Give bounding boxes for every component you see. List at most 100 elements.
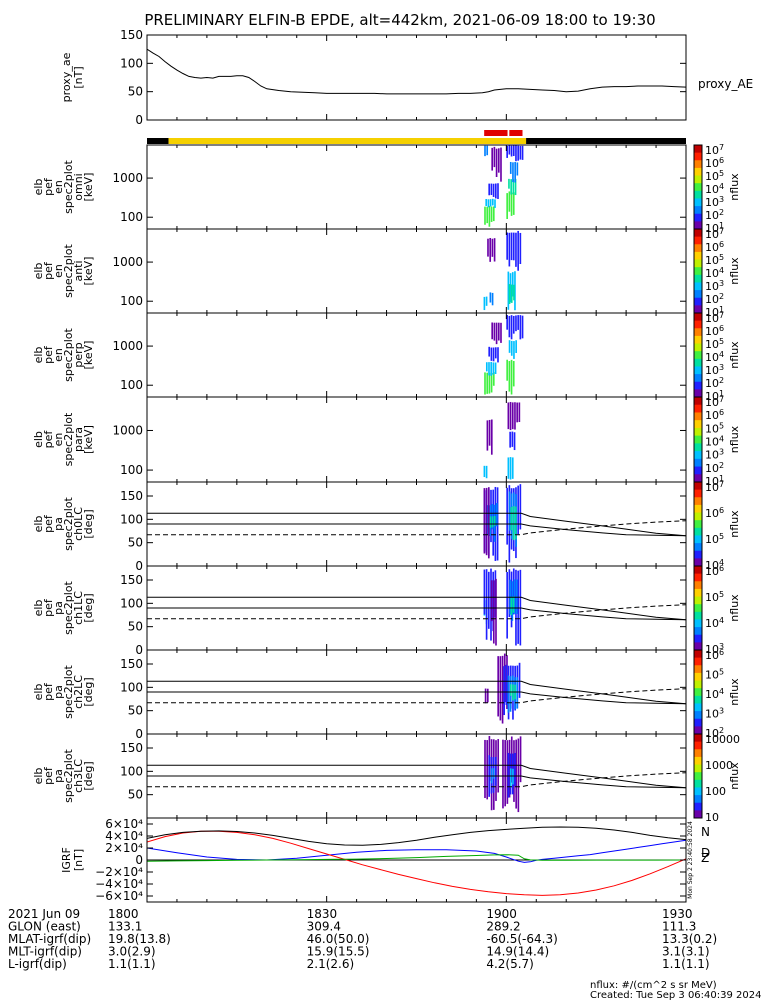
spectrogram-cell	[490, 347, 493, 361]
y-tick-label: 100	[120, 764, 143, 778]
tick-label: 106	[705, 648, 724, 662]
spectrogram-cell	[510, 179, 512, 195]
y-tick-label: 150	[120, 28, 143, 42]
tick-label: 106	[705, 506, 724, 520]
series-D	[147, 830, 686, 896]
spectrogram-cell	[489, 199, 492, 207]
spectrogram-cell	[507, 402, 510, 430]
spectrogram-cell	[514, 162, 516, 183]
colorbar-cell	[694, 581, 702, 590]
spectrogram-data	[483, 484, 522, 563]
y-tick-label: 1000	[112, 339, 143, 353]
y-label-line: [deg]	[82, 509, 95, 538]
colorbar-cell	[694, 504, 702, 514]
colorbar-cell	[694, 183, 702, 192]
spectrogram-cell	[500, 322, 502, 343]
spectrogram-cell	[509, 431, 511, 448]
loss-cone-line	[147, 680, 686, 705]
loss-cone-line	[147, 523, 686, 537]
loss-cone-line	[147, 604, 686, 620]
spectrogram-cell	[492, 362, 495, 375]
spectrogram-cell	[497, 148, 500, 173]
spectrogram-cell	[519, 736, 522, 783]
spectrogram-cell	[510, 232, 513, 261]
y-label-line: elb	[32, 768, 45, 785]
x-row-value: 133.1	[108, 920, 142, 934]
colorbar-cell	[694, 282, 702, 291]
spectrogram-cell	[488, 362, 490, 376]
y-tick-label: −2×10⁴	[95, 865, 143, 879]
tick-label: 103	[705, 279, 724, 293]
y-label-line: en	[52, 264, 65, 278]
y-tick-label: 100	[120, 512, 143, 526]
spectrogram-data	[483, 401, 521, 480]
spectrogram-cell	[486, 206, 489, 224]
y-label-line: pef	[42, 682, 55, 701]
x-row-value: 1.1(1.1)	[662, 957, 710, 971]
tick-label: 104	[705, 558, 724, 572]
tick-label: 102	[705, 376, 724, 390]
y-tick-label: 100	[120, 210, 143, 224]
tick-label: 103	[705, 195, 724, 209]
spectrogram-cell	[488, 346, 491, 357]
spectrogram-cell	[510, 145, 513, 157]
spectrogram-cell	[483, 569, 486, 615]
y-label-line: pef	[42, 177, 55, 196]
colorbar-cell	[694, 427, 702, 437]
loss-cone-lines	[147, 680, 686, 705]
y-label-line: [deg]	[82, 593, 95, 622]
x-row-value: 3.1(3.1)	[662, 945, 710, 959]
colorbar-cell	[694, 772, 702, 781]
spectrogram-cell	[494, 347, 497, 359]
footer-units: nflux: #/(cm^2 s sr MeV)	[590, 980, 717, 991]
colorbar-cell	[694, 543, 702, 552]
colorbar-cell	[694, 221, 702, 230]
panel-spec_anti: 1001000elbpefenspec2plotanti[keV]1071061…	[32, 227, 741, 319]
y-label-line: pa	[52, 517, 65, 531]
spectrogram-cell	[491, 147, 494, 171]
spectrogram-cell	[495, 578, 497, 646]
x-row-value: 309.4	[307, 920, 341, 934]
spectrogram-cell	[512, 145, 515, 157]
tick-label: 102	[705, 461, 724, 475]
y-label-line: spec2plot	[62, 581, 75, 635]
x-row-label: GLON (east)	[8, 920, 81, 934]
x-axis-labels: 2021 Jun 09 1800 1830 1900 1930 GLON (east) 13…	[8, 907, 717, 971]
x-row-value: 1.1(1.1)	[108, 957, 156, 971]
colorbar-cell	[694, 665, 702, 674]
spectrogram-cell	[510, 192, 513, 216]
spectrogram-cell	[495, 148, 498, 177]
spectrogram-cell	[521, 315, 524, 339]
y-tick-label: 100	[120, 463, 143, 477]
colorbar-cell	[694, 343, 702, 352]
colorbar-cell	[694, 527, 702, 536]
y-tick-label: 0	[135, 727, 143, 741]
tick-label: 102	[705, 726, 724, 740]
spectrogram-cell	[511, 457, 514, 479]
spectrogram-cell	[515, 340, 517, 353]
y-label-line: [deg]	[82, 761, 95, 790]
spectrogram-cell	[508, 178, 510, 189]
spectrogram-cell	[488, 183, 491, 196]
spectrogram-data	[484, 145, 524, 227]
tick-label: 105	[705, 532, 724, 546]
panel-frame	[146, 312, 687, 398]
colorbar-cell	[694, 520, 702, 529]
spectrogram-cell	[504, 740, 506, 807]
y-label-line: spec2plot	[62, 160, 75, 214]
x-row-value: 1900	[486, 907, 517, 921]
tick-label: 101	[705, 221, 724, 235]
y-tick-label: 0	[135, 113, 143, 127]
spectrogram-cell	[512, 684, 514, 701]
spectrogram-cell	[492, 206, 495, 222]
spectrogram-cell	[493, 322, 496, 341]
colorbar-cell	[694, 741, 702, 750]
spectrogram-data	[483, 568, 522, 646]
x-row-label: MLT-igrf(dip)	[8, 945, 82, 959]
colorbar-cell	[694, 611, 702, 620]
zone-bar-segment	[526, 138, 686, 144]
y-label-line: ch2LC	[72, 675, 85, 709]
colorbar-cell	[694, 198, 702, 207]
y-tick-label: 150	[120, 489, 143, 503]
